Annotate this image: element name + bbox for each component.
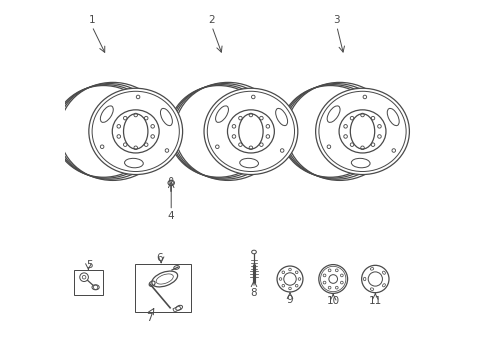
Ellipse shape [124, 158, 143, 168]
Text: 8: 8 [251, 288, 257, 298]
Circle shape [80, 273, 88, 282]
Circle shape [363, 95, 367, 99]
Bar [135, 264, 191, 312]
Text: 2: 2 [209, 15, 215, 25]
Text: 6: 6 [157, 253, 163, 264]
Text: 1: 1 [89, 15, 96, 25]
Ellipse shape [316, 88, 410, 175]
Bar [74, 270, 103, 295]
Ellipse shape [276, 108, 288, 126]
Text: 7: 7 [146, 312, 152, 323]
Ellipse shape [112, 110, 159, 153]
Ellipse shape [339, 110, 386, 153]
Circle shape [251, 95, 255, 99]
Circle shape [319, 265, 347, 293]
Text: 3: 3 [334, 15, 340, 25]
Ellipse shape [160, 108, 172, 126]
Ellipse shape [204, 88, 298, 175]
Ellipse shape [216, 106, 228, 122]
Ellipse shape [327, 106, 340, 122]
Ellipse shape [240, 158, 259, 168]
Circle shape [100, 145, 104, 149]
Text: 10: 10 [327, 296, 340, 306]
Ellipse shape [89, 88, 183, 175]
Bar [173, 306, 181, 312]
Circle shape [277, 266, 303, 292]
Circle shape [362, 265, 389, 293]
Text: 5: 5 [86, 260, 93, 270]
Text: 9: 9 [287, 295, 294, 305]
Ellipse shape [351, 158, 370, 168]
Ellipse shape [100, 106, 113, 122]
Circle shape [392, 149, 395, 152]
Ellipse shape [227, 110, 274, 153]
Circle shape [136, 95, 140, 99]
Ellipse shape [387, 108, 399, 126]
Circle shape [327, 145, 331, 149]
Ellipse shape [92, 285, 99, 290]
Circle shape [280, 149, 284, 152]
Text: 4: 4 [168, 211, 174, 221]
Text: 11: 11 [368, 296, 382, 306]
Circle shape [216, 145, 219, 149]
Circle shape [165, 149, 169, 152]
